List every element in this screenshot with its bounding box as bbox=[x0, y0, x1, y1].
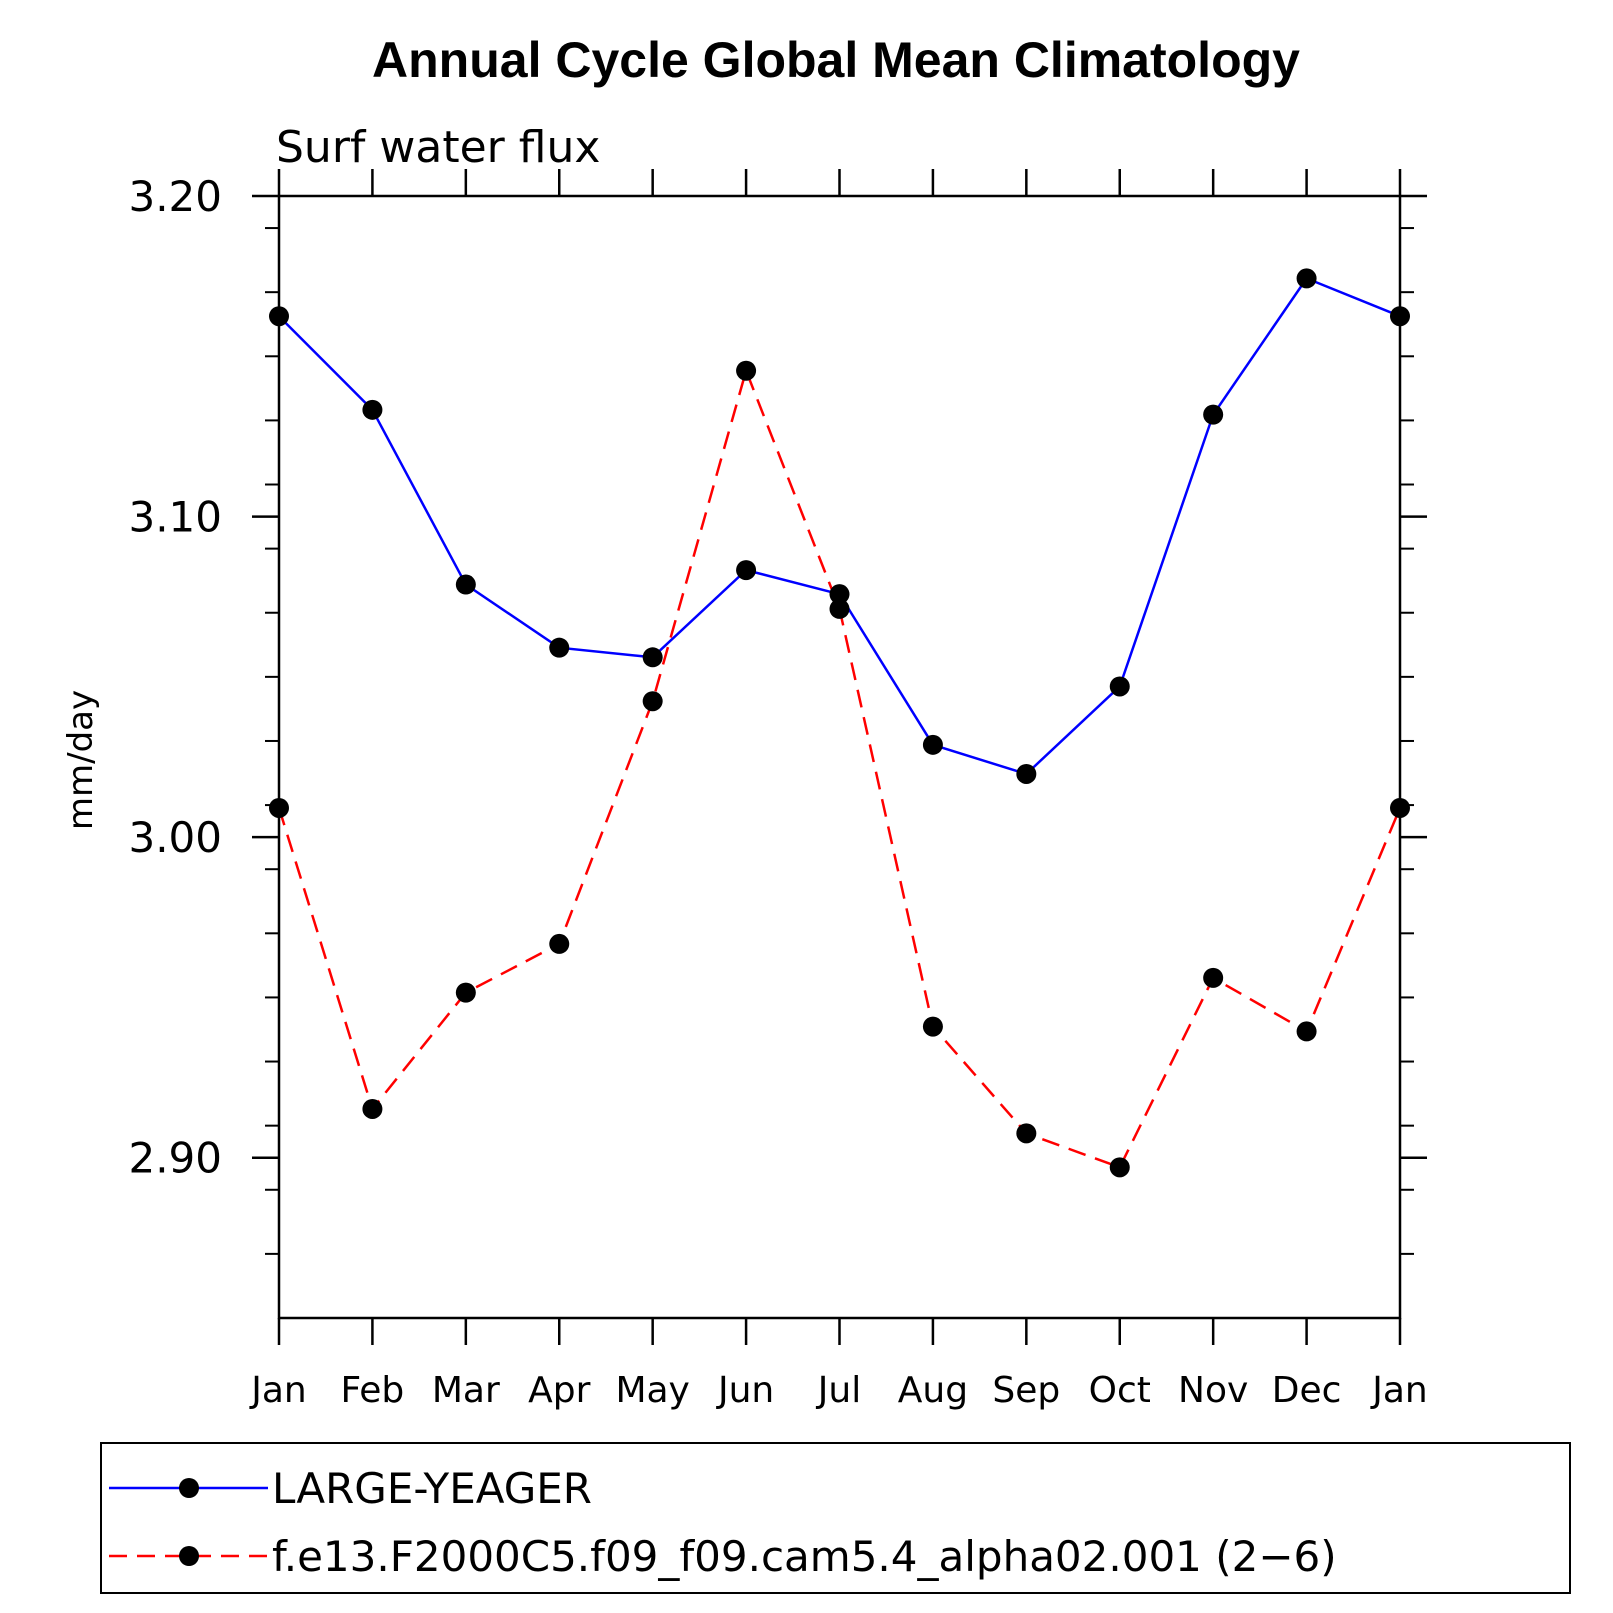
data-point bbox=[1203, 967, 1224, 988]
y-tick-label: 3.20 bbox=[128, 172, 222, 221]
x-tick-label: Jan bbox=[249, 1370, 307, 1411]
data-point bbox=[922, 1016, 943, 1037]
plot-frame bbox=[277, 194, 1402, 1320]
x-tick-label: Mar bbox=[432, 1370, 500, 1411]
x-tick-label: Jan bbox=[1370, 1370, 1428, 1411]
x-tick-label: Dec bbox=[1272, 1370, 1342, 1411]
x-tick-label: Aug bbox=[898, 1370, 968, 1411]
data-point bbox=[455, 574, 476, 595]
x-tick-label: Nov bbox=[1178, 1370, 1248, 1411]
data-point bbox=[362, 1098, 383, 1119]
data-point bbox=[362, 399, 383, 420]
series-line-1 bbox=[277, 366, 1402, 1169]
y-tick-label: 3.10 bbox=[128, 493, 222, 542]
data-point bbox=[549, 933, 570, 954]
data-point bbox=[1109, 676, 1130, 697]
legend-label-0: LARGE-YEAGER bbox=[272, 1464, 592, 1513]
legend-label-1: f.e13.F2000C5.f09_f09.cam5.4_alpha02.001… bbox=[272, 1532, 1337, 1581]
data-point bbox=[922, 734, 943, 755]
legend-marker-1 bbox=[179, 1546, 199, 1566]
data-point bbox=[829, 598, 850, 619]
y-tick-label: 3.00 bbox=[128, 813, 222, 862]
data-point bbox=[455, 982, 476, 1003]
legend-marker-0 bbox=[179, 1478, 199, 1498]
x-tick-label: Jul bbox=[816, 1370, 861, 1411]
data-point bbox=[736, 560, 757, 581]
data-point bbox=[642, 691, 663, 712]
data-point bbox=[1390, 797, 1410, 818]
data-point bbox=[1016, 1123, 1037, 1144]
y-tick-label: 2.90 bbox=[128, 1134, 222, 1183]
x-tick-label: Apr bbox=[528, 1370, 590, 1411]
y-axis-label: mm/day bbox=[61, 690, 101, 830]
data-point bbox=[1109, 1157, 1130, 1178]
x-tick-label: May bbox=[615, 1370, 689, 1411]
x-tick-label: Jun bbox=[716, 1370, 774, 1411]
data-point bbox=[829, 584, 850, 605]
chart-subtitle: Surf water flux bbox=[276, 122, 600, 173]
data-point bbox=[269, 797, 289, 818]
x-tick-label: Oct bbox=[1089, 1370, 1151, 1411]
data-point bbox=[1016, 763, 1037, 784]
data-point bbox=[1296, 268, 1317, 289]
x-tick-label: Feb bbox=[341, 1370, 405, 1411]
series-line-0 bbox=[278, 276, 1401, 776]
data-point bbox=[269, 306, 289, 327]
data-point bbox=[1390, 306, 1410, 327]
data-point bbox=[642, 647, 663, 668]
data-point bbox=[1203, 404, 1224, 425]
data-point bbox=[736, 360, 757, 381]
legend-box bbox=[100, 1442, 1571, 1594]
data-point bbox=[549, 637, 570, 658]
x-tick-label: Sep bbox=[992, 1370, 1060, 1411]
chart-title: Annual Cycle Global Mean Climatology bbox=[372, 32, 1300, 88]
data-point bbox=[1296, 1021, 1317, 1042]
